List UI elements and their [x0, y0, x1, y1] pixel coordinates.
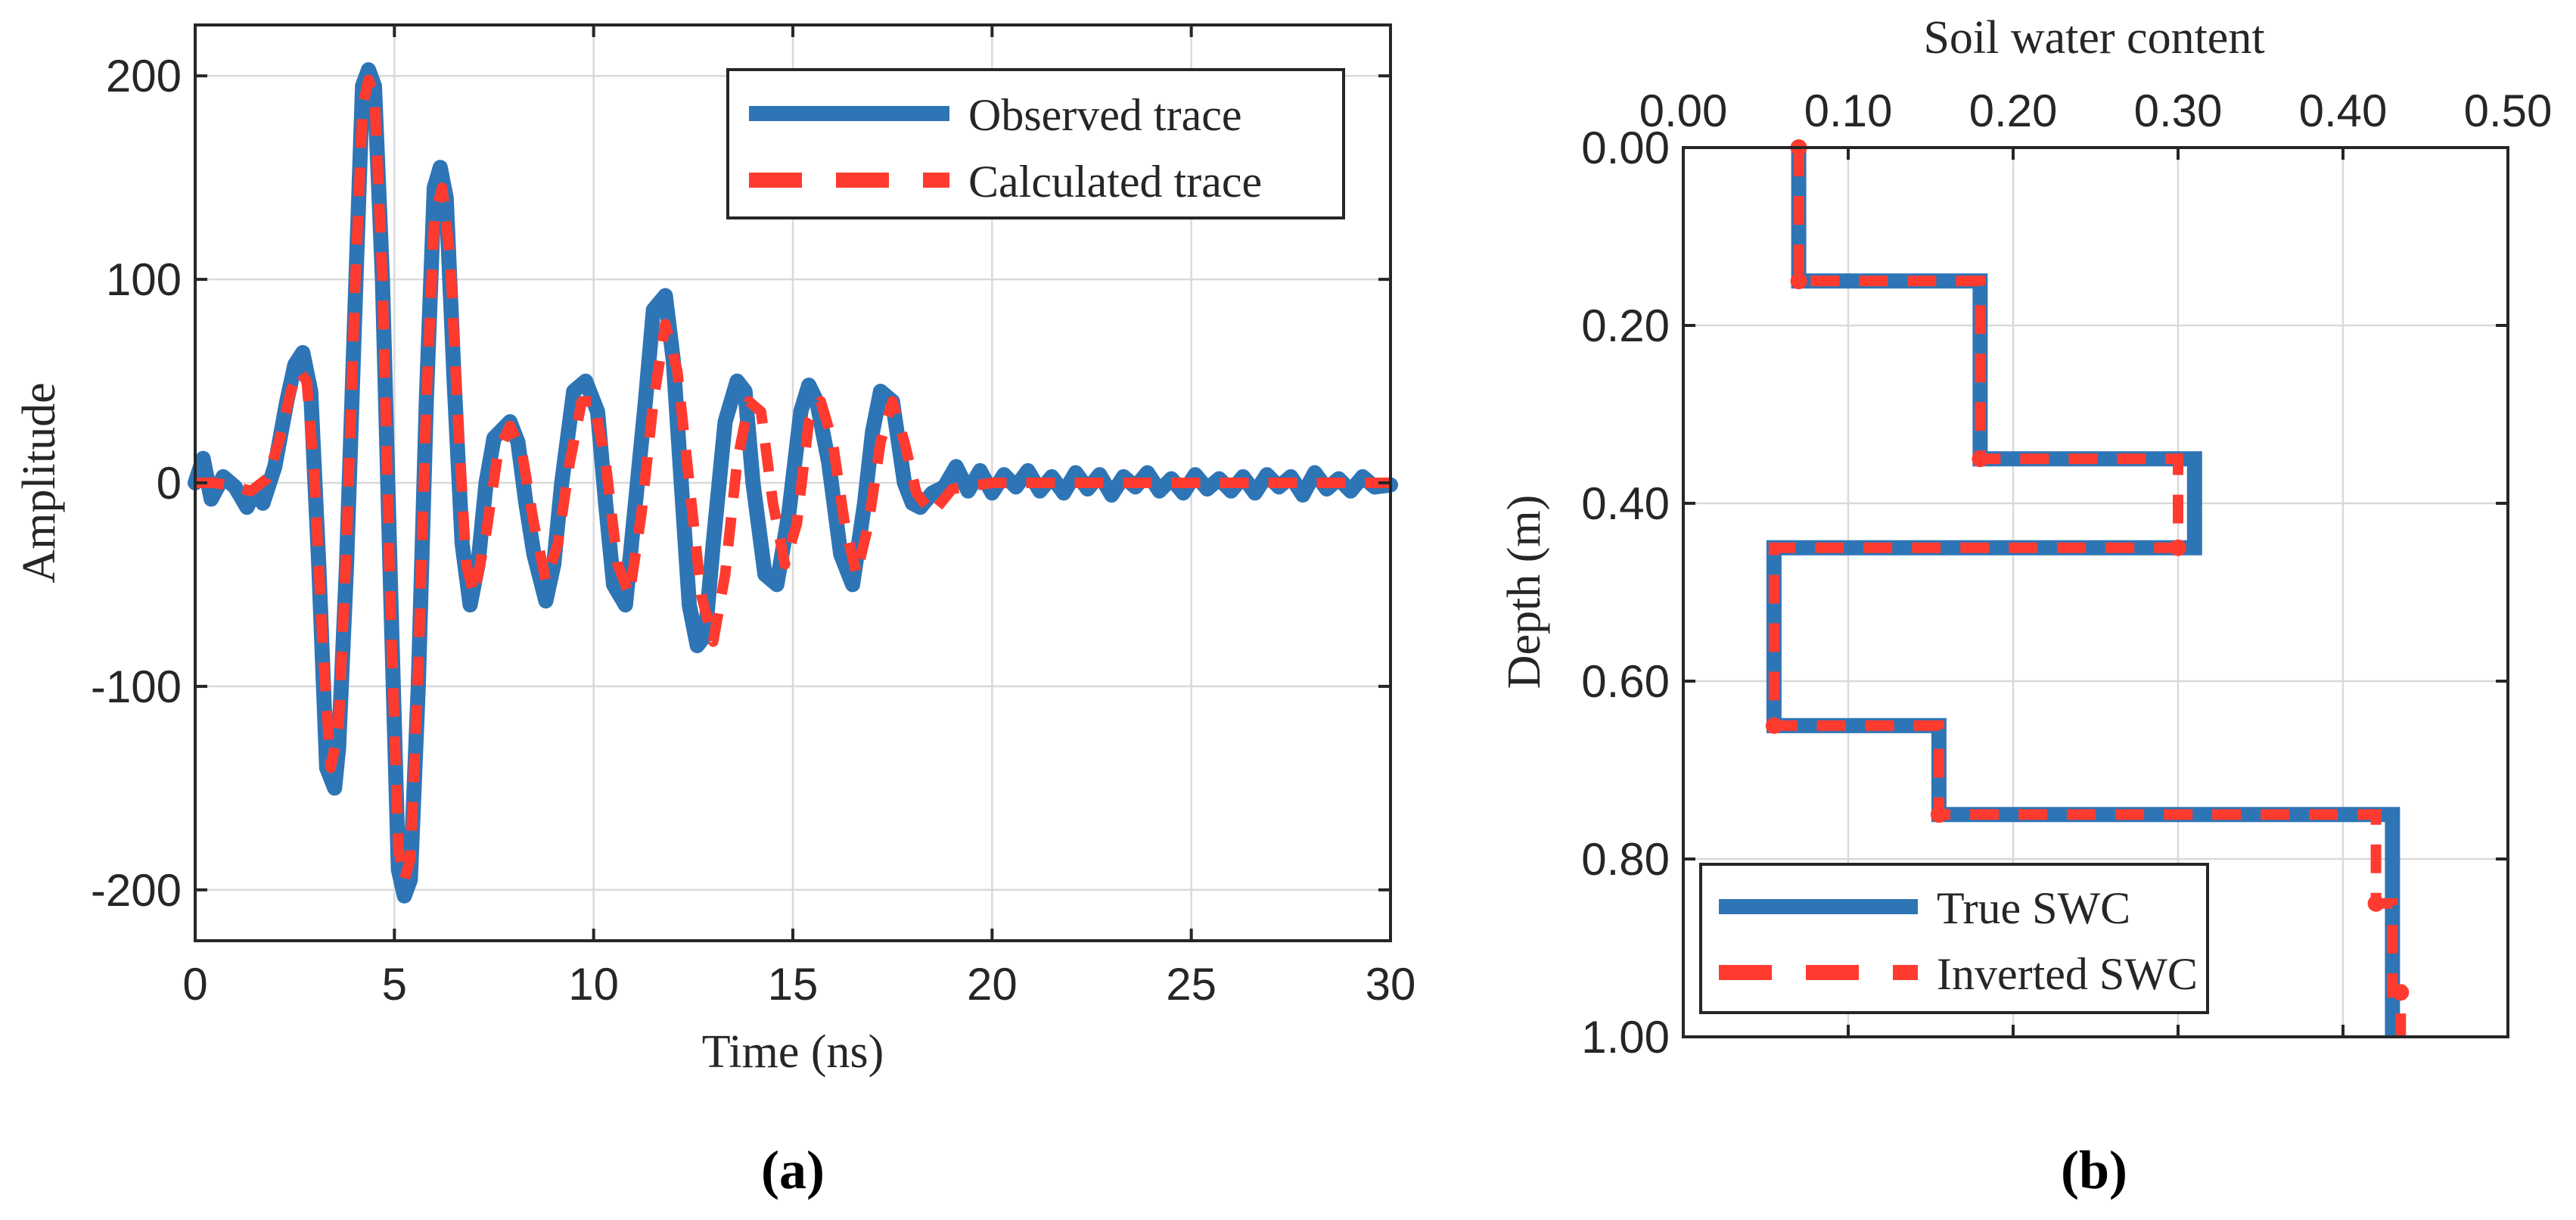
panel-a-y-tick-label: 200 — [106, 51, 182, 101]
panel-a-y-axis-label: Amplitude — [14, 382, 65, 583]
panel-a-x-tick-label: 30 — [1366, 959, 1416, 1010]
panel-b-swc-profile: 0.00 0.10 0.20 0.30 0.40 0.50 0.00 0.20 0.40 0.6… — [1499, 12, 2552, 1200]
panel-b-x-tick-label: 0.30 — [2134, 86, 2223, 136]
panel-a-x-tick-label: 15 — [768, 959, 819, 1010]
panel-a-legend-box — [726, 68, 1345, 219]
panel-a-series-observed-trace — [188, 62, 1398, 904]
panel-b-inverted-marker — [2170, 539, 2186, 556]
panel-a-caption-label: (a) — [761, 1140, 825, 1200]
panel-b-legend: True SWC Inverted SWC — [1699, 863, 2209, 1014]
panel-a-caption: (a) — [761, 1140, 825, 1200]
panel-a-y-ticks: 200 100 0 -100 -200 — [91, 51, 1391, 916]
panel-a-x-tick-label: 0 — [182, 959, 207, 1010]
panel-b-legend-box — [1699, 863, 2209, 1014]
panel-b-x-tick-label: 0.40 — [2299, 86, 2388, 136]
panel-b-legend-true-label: True SWC — [1937, 883, 2130, 933]
panel-a-y-tick-label: -100 — [91, 661, 182, 712]
panel-b-x-ticks: 0.00 0.10 0.20 0.30 0.40 0.50 — [1639, 86, 2553, 1037]
panel-b-inverted-marker — [1790, 272, 1807, 290]
panel-b-x-axis-label: Soil water content — [1923, 12, 2264, 64]
panel-a-x-ticks: 0 5 10 15 20 25 30 — [182, 25, 1415, 1010]
panel-b-y-axis-label: Depth (m) — [1499, 495, 1550, 689]
panel-b-y-tick-label: 0.60 — [1581, 656, 1670, 707]
panel-b-y-tick-label: 0.80 — [1581, 834, 1670, 885]
panel-a-x-tick-label: 5 — [382, 959, 407, 1010]
panel-a-series-calculated-trace — [195, 74, 1391, 885]
panel-b-x-tick-label: 0.50 — [2464, 86, 2553, 136]
panel-b-inverted-marker — [2367, 895, 2385, 912]
panel-b-legend-inverted-label: Inverted SWC — [1937, 949, 2198, 999]
panel-b-caption: (b) — [2061, 1140, 2127, 1200]
panel-b-y-tick-label: 0.20 — [1581, 300, 1670, 351]
panel-a-legend-calculated-label: Calculated trace — [968, 157, 1262, 207]
panel-b-inverted-marker — [1972, 450, 1989, 468]
panel-b-x-tick-label: 0.10 — [1804, 86, 1893, 136]
panel-a-y-tick-label: 100 — [106, 254, 182, 305]
panel-b-y-tick-label: 0.40 — [1581, 478, 1670, 529]
panel-b-inverted-marker — [1765, 717, 1782, 734]
panel-a-x-tick-label: 20 — [967, 959, 1018, 1010]
panel-a-x-axis-label: Time (ns) — [702, 1026, 884, 1078]
panel-a-legend: Observed trace Calculated trace — [726, 68, 1345, 219]
panel-a-series — [188, 62, 1398, 904]
panel-b-x-tick-label: 0.00 — [1639, 86, 1728, 136]
panel-b-series-inverted-swc — [1768, 148, 2407, 1037]
panel-a-trace-plot: 0 5 10 15 20 25 30 200 100 0 -100 -200 Time (ns) A… — [14, 23, 1415, 1200]
panel-a-legend-observed-label: Observed trace — [968, 90, 1241, 140]
panel-a-y-tick-label: -200 — [91, 865, 182, 916]
panel-b-y-tick-label: 1.00 — [1581, 1012, 1670, 1063]
panel-b-y-ticks: 0.00 0.20 0.40 0.60 0.80 1.00 — [1581, 123, 2508, 1063]
panel-b-inverted-marker — [1930, 806, 1947, 823]
panel-a-x-tick-label: 25 — [1166, 959, 1217, 1010]
panel-b-caption-label: (b) — [2061, 1140, 2127, 1200]
panel-a-y-tick-label: 0 — [157, 458, 182, 509]
panel-b-frame — [1682, 146, 2509, 1038]
panel-b-series — [1765, 139, 2410, 1037]
panel-b-inverted-marker — [2392, 984, 2410, 1001]
panel-a-x-tick-label: 10 — [568, 959, 619, 1010]
panel-b-y-tick-label: 0.00 — [1581, 123, 1670, 173]
panel-b-x-tick-label: 0.20 — [1969, 86, 2058, 136]
